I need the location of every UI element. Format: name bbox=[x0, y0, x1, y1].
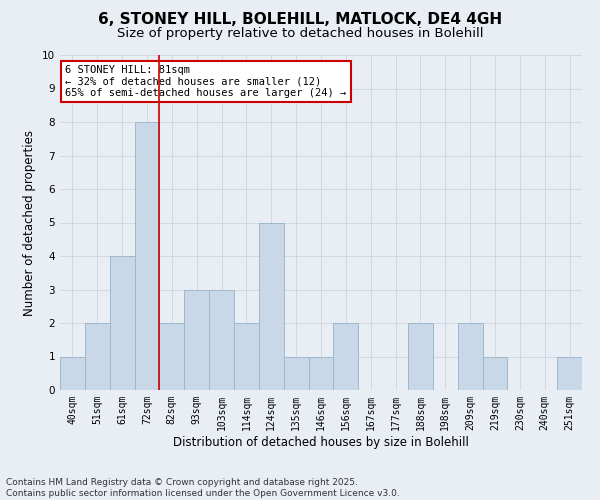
Bar bbox=[60, 356, 85, 390]
Bar bbox=[160, 323, 184, 390]
Bar bbox=[284, 356, 308, 390]
Text: Size of property relative to detached houses in Bolehill: Size of property relative to detached ho… bbox=[117, 28, 483, 40]
Bar bbox=[408, 323, 433, 390]
X-axis label: Distribution of detached houses by size in Bolehill: Distribution of detached houses by size … bbox=[173, 436, 469, 448]
Bar bbox=[234, 323, 259, 390]
Bar bbox=[110, 256, 134, 390]
Y-axis label: Number of detached properties: Number of detached properties bbox=[23, 130, 37, 316]
Bar bbox=[85, 323, 110, 390]
Bar bbox=[334, 323, 358, 390]
Bar bbox=[458, 323, 482, 390]
Bar bbox=[308, 356, 334, 390]
Text: 6, STONEY HILL, BOLEHILL, MATLOCK, DE4 4GH: 6, STONEY HILL, BOLEHILL, MATLOCK, DE4 4… bbox=[98, 12, 502, 28]
Text: Contains HM Land Registry data © Crown copyright and database right 2025.
Contai: Contains HM Land Registry data © Crown c… bbox=[6, 478, 400, 498]
Bar bbox=[259, 222, 284, 390]
Text: 6 STONEY HILL: 81sqm
← 32% of detached houses are smaller (12)
65% of semi-detac: 6 STONEY HILL: 81sqm ← 32% of detached h… bbox=[65, 65, 346, 98]
Bar bbox=[482, 356, 508, 390]
Bar bbox=[184, 290, 209, 390]
Bar bbox=[557, 356, 582, 390]
Bar bbox=[134, 122, 160, 390]
Bar bbox=[209, 290, 234, 390]
